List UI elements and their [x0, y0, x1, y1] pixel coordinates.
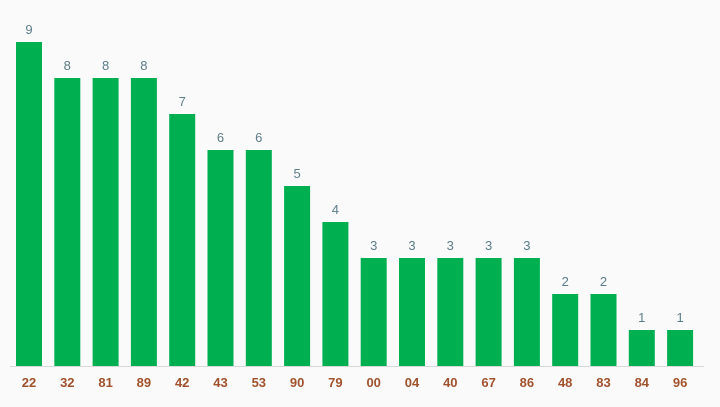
bar-90 [284, 186, 311, 366]
x-tick-label-89: 89 [137, 375, 151, 390]
bar-84 [628, 330, 655, 366]
bar-40 [437, 258, 464, 366]
value-label-86: 3 [523, 238, 530, 253]
x-tick-label-84: 84 [635, 375, 650, 390]
x-tick-label-22: 22 [22, 375, 36, 390]
bar-42 [169, 114, 196, 366]
bar-43 [207, 150, 234, 366]
value-label-43: 6 [217, 130, 224, 145]
bar-04 [399, 258, 425, 366]
value-label-90: 5 [293, 166, 300, 181]
value-label-40: 3 [447, 238, 454, 253]
bar-96 [667, 330, 694, 366]
value-labels-group: 9 8 8 8 7 6 6 5 4 3 3 3 3 3 2 2 1 1 [25, 22, 683, 325]
x-tick-label-90: 90 [290, 375, 304, 390]
x-tick-label-48: 48 [558, 375, 572, 390]
x-tick-label-43: 43 [213, 375, 227, 390]
x-tick-label-53: 53 [252, 375, 266, 390]
bar-86 [513, 258, 540, 366]
x-tick-label-96: 96 [673, 375, 687, 390]
bar-00 [360, 258, 387, 366]
value-label-96: 1 [676, 310, 683, 325]
x-tick-label-81: 81 [98, 375, 112, 390]
x-tick-label-83: 83 [596, 375, 610, 390]
bar-22 [16, 42, 42, 366]
value-label-81: 8 [102, 58, 109, 73]
bar-48 [552, 294, 579, 366]
value-label-84: 1 [638, 310, 645, 325]
x-tick-label-86: 86 [520, 375, 534, 390]
value-label-04: 3 [408, 238, 415, 253]
value-label-48: 2 [562, 274, 569, 289]
bar-53 [245, 150, 272, 366]
bars-group [16, 42, 694, 366]
x-tick-label-00: 00 [366, 375, 380, 390]
value-label-83: 2 [600, 274, 607, 289]
x-tick-labels-group: 22 32 81 89 42 43 53 90 79 00 04 40 67 86 48 83 84 96 [22, 375, 688, 390]
x-tick-label-67: 67 [481, 375, 495, 390]
value-label-89: 8 [140, 58, 147, 73]
x-tick-label-32: 32 [60, 375, 74, 390]
bar-79 [322, 222, 349, 366]
bar-32 [54, 78, 81, 366]
value-label-79: 4 [332, 202, 339, 217]
x-tick-label-42: 42 [175, 375, 189, 390]
x-tick-label-40: 40 [443, 375, 457, 390]
x-tick-label-79: 79 [328, 375, 342, 390]
bar-81 [92, 78, 119, 366]
value-label-22: 9 [25, 22, 32, 37]
value-label-32: 8 [64, 58, 71, 73]
value-label-00: 3 [370, 238, 377, 253]
bar-83 [590, 294, 617, 366]
bar-89 [130, 78, 157, 366]
value-label-42: 7 [179, 94, 186, 109]
bar-67 [475, 258, 502, 366]
x-tick-label-04: 04 [405, 375, 420, 390]
value-label-67: 3 [485, 238, 492, 253]
value-label-53: 6 [255, 130, 262, 145]
